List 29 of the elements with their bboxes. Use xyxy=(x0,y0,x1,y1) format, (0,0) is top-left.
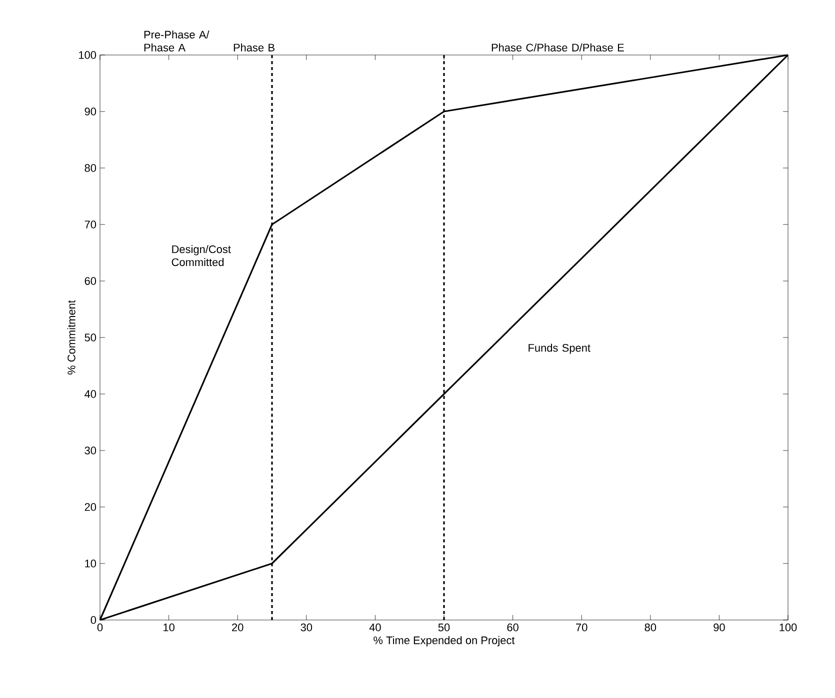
y-tick-label: 70 xyxy=(84,220,96,228)
x-tick-label: 30 xyxy=(300,624,312,632)
y-tick-label: 100 xyxy=(79,51,96,59)
y-tick-label: 10 xyxy=(85,560,96,568)
series-label: Design/Cost Committed xyxy=(172,245,231,266)
x-tick-label: 40 xyxy=(369,624,381,632)
y-axis-title: % Commitment xyxy=(67,300,76,375)
y-tick-label: 20 xyxy=(84,503,96,511)
y-tick-label: 90 xyxy=(84,108,96,116)
y-tick-label: 40 xyxy=(84,390,96,398)
y-tick-label: 0 xyxy=(90,616,96,624)
y-tick-label: 60 xyxy=(84,277,96,285)
x-tick-label: 80 xyxy=(644,624,656,632)
y-tick-label: 50 xyxy=(84,334,96,342)
y-tick-label: 30 xyxy=(84,446,96,454)
y-tick-label: 80 xyxy=(84,164,96,172)
x-tick-label: 100 xyxy=(780,624,797,632)
text: Phase B xyxy=(234,43,274,52)
text: Phase C/Phase D/Phase E xyxy=(492,43,624,52)
x-tick-label: 20 xyxy=(232,624,244,632)
text: Funds Spent xyxy=(528,344,590,354)
x-tick-label: 70 xyxy=(576,624,588,632)
x-tick-label: 90 xyxy=(714,624,725,632)
x-tick-label: 60 xyxy=(507,624,518,632)
text: Pre-Phase A/ Phase A xyxy=(144,30,210,52)
x-tick-label: 50 xyxy=(438,624,450,632)
x-tick-label: 10 xyxy=(164,624,174,632)
x-tick-label: 0 xyxy=(97,624,103,632)
x-axis-title: % Time Expended on Project xyxy=(374,636,515,646)
